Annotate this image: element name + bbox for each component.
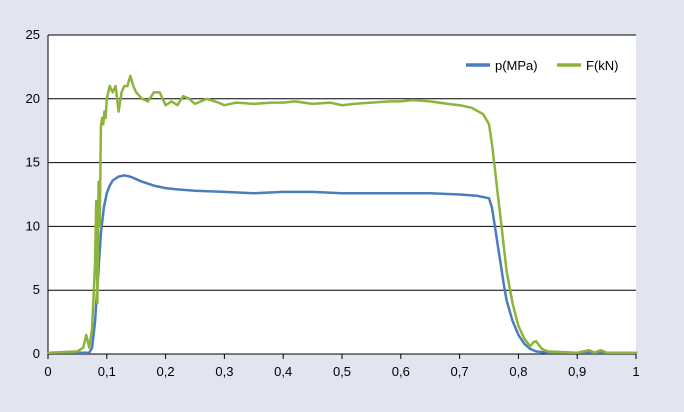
x-tick-label: 0,2 <box>157 364 175 379</box>
legend-label-p: p(MPa) <box>495 58 538 73</box>
legend-label-f: F(kN) <box>586 58 619 73</box>
x-tick-label: 0,9 <box>568 364 586 379</box>
x-tick-label: 0,6 <box>392 364 410 379</box>
grid-lines <box>48 34 636 291</box>
series-line-f <box>46 74 638 354</box>
y-tick-label: 10 <box>26 218 40 233</box>
y-tick-label: 5 <box>33 282 40 297</box>
x-tick-label: 0,1 <box>98 364 116 379</box>
y-tick-label: 15 <box>26 155 40 170</box>
x-tick-label: 0,5 <box>333 364 351 379</box>
x-ticks: 0 0,1 0,2 0,3 0,4 0,5 0,6 0,7 0,8 0,9 1 <box>44 354 640 379</box>
x-tick-label: 0,8 <box>509 364 527 379</box>
series-group <box>46 74 638 354</box>
plot-area <box>48 35 636 354</box>
x-tick-label: 1 <box>632 364 639 379</box>
legend: p(MPa) F(kN) <box>466 58 619 73</box>
x-tick-label: 0,4 <box>274 364 292 379</box>
x-tick-label: 0 <box>44 364 51 379</box>
y-tick-label: 25 <box>26 27 40 42</box>
series-line-p <box>46 174 638 354</box>
y-ticks: 0 5 10 15 20 25 <box>26 27 40 361</box>
x-tick-label: 0,7 <box>451 364 469 379</box>
x-tick-label: 0,3 <box>215 364 233 379</box>
y-tick-label: 20 <box>26 91 40 106</box>
y-tick-label: 0 <box>33 346 40 361</box>
